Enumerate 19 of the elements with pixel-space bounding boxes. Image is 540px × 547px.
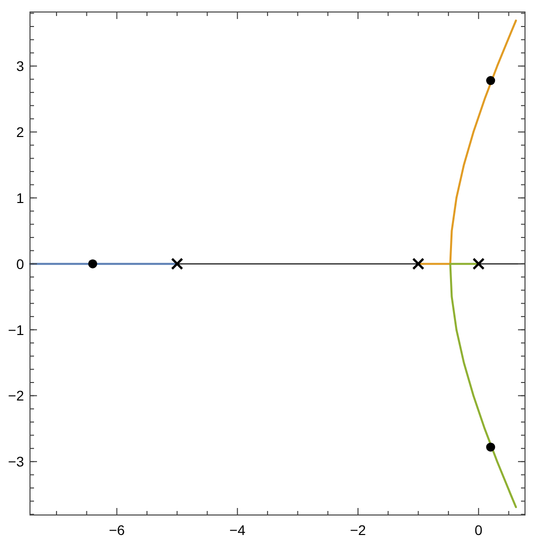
line-series	[417, 20, 517, 265]
point	[472, 258, 485, 270]
x-tick-label: −6	[108, 522, 126, 538]
point	[171, 258, 184, 270]
point	[486, 442, 496, 452]
y-tick-label: −3	[8, 454, 24, 470]
y-tick-label: −1	[8, 322, 24, 338]
x-tick-label: −4	[229, 522, 246, 538]
y-tick-label: 3	[16, 58, 24, 74]
x-tick-label: 0	[474, 522, 483, 538]
point	[486, 76, 496, 86]
y-tick-label: 1	[16, 190, 24, 206]
y-tick-label: −2	[8, 388, 24, 404]
point	[88, 259, 98, 268]
line-series	[449, 262, 517, 508]
y-tick-label: 2	[16, 124, 24, 140]
point	[412, 258, 424, 270]
y-tick-label: 0	[16, 256, 24, 272]
x-tick-label: −2	[350, 522, 366, 538]
